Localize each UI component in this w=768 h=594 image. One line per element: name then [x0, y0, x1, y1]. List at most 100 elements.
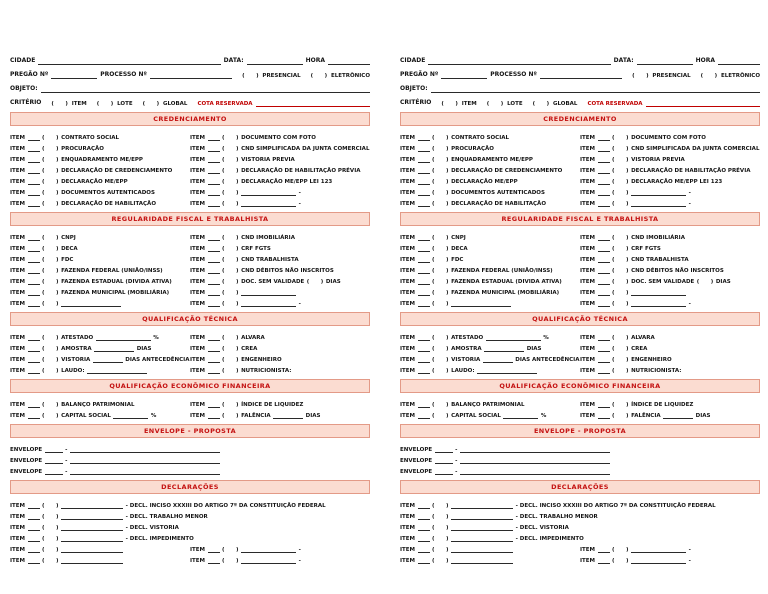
fill-line — [207, 335, 220, 341]
form-text: CONTRATO SOCIAL — [451, 134, 510, 141]
form-text: AMOSTRA — [61, 345, 92, 352]
form-text: CND IMOBILIÁRIA — [241, 234, 295, 241]
items-column-right: ITEM( ) ALVARA ITEM( ) CREA ITEM( ) ENGENHEIR… — [190, 330, 370, 374]
form-text: ITEM — [190, 367, 206, 374]
fill-line — [597, 301, 610, 307]
items-column-right: ITEM ( ) ÍNDICE DE LIQUIDEZ ITEM ( ) FALÊNCIA… — [580, 397, 760, 419]
form-text: ( ) — [612, 256, 629, 263]
form-row: ITEM ( ) DECLARAÇÃO DE CREDENCIAMENTO — [10, 163, 190, 174]
form-text: ITEM — [10, 557, 26, 564]
form-text: CRF FGTS — [631, 245, 661, 252]
form-text: - — [65, 468, 68, 475]
form-text: ITEM — [400, 300, 416, 307]
fill-line — [417, 146, 430, 152]
form-text: ( ) — [42, 513, 59, 520]
fill-line — [241, 301, 297, 307]
form-row: ITEM ( ) DOCUMENTOS AUTENTICADOS — [400, 185, 580, 196]
form-text: ITEM — [400, 256, 416, 263]
form-text: ITEM — [400, 524, 416, 531]
form-text: ( ) — [222, 267, 239, 274]
hour-label: HORA — [305, 57, 325, 65]
fill-line — [597, 335, 610, 341]
fill-line — [417, 179, 430, 185]
fill-line — [207, 146, 220, 152]
fill-line — [27, 368, 40, 374]
section-declaracoes: DECLARAÇÕES ITEM ( ) - DECL. INCISO XXXIII … — [10, 480, 370, 564]
form-text: DECLARAÇÃO DE CREDENCIAMENTO — [61, 167, 173, 174]
form-text: - — [688, 200, 691, 207]
two-column-items: ITEM ( ) ITEM ( ) ITEM ( ) - ITEM ( ) - — [10, 542, 370, 564]
fill-line — [207, 558, 220, 564]
form-text: ( ) — [432, 267, 449, 274]
form-row: ITEM ( ) CND TRABALHISTA — [580, 252, 760, 263]
form-text: ( ) — [42, 167, 59, 174]
form-text: VISTORIA PREVIA — [631, 156, 685, 163]
form-text: FAZENDA MUNICIPAL (MOBILIÁRIA) — [451, 289, 560, 296]
fill-line — [417, 235, 430, 241]
form-row: ITEM ( ) FAZENDA MUNICIPAL (MOBILIÁRIA) — [400, 285, 580, 296]
form-text: ( ) — [612, 557, 629, 564]
fill-line — [451, 503, 514, 509]
form-text: ( ) — [432, 245, 449, 252]
form-text: ITEM — [400, 156, 416, 163]
form-text: ITEM — [400, 200, 416, 207]
form-row: ITEM ( ) DECLARAÇÃO DE CREDENCIAMENTO — [400, 163, 580, 174]
form-text: ITEM — [10, 189, 26, 196]
form-text: ITEM — [400, 134, 416, 141]
fill-line — [434, 469, 453, 475]
section-title-qualificacao-tecnica: QUALIFICAÇÃO TÉCNICA — [10, 312, 370, 326]
form-text: ITEM — [190, 401, 206, 408]
form-text: FAZENDA FEDERAL (UNIÃO/INSS) — [451, 267, 553, 274]
fill-line — [27, 201, 40, 207]
section-title-qualificacao-economica: QUALIFICAÇÃO ECONÔMICO FINANCEIRA — [400, 379, 760, 393]
fill-line — [597, 290, 610, 296]
fill-line — [485, 335, 541, 341]
form-text: - DECL. VISTORIA — [515, 524, 569, 531]
form-row: ITEM ( ) — [10, 553, 190, 564]
form-text: ITEM — [400, 245, 416, 252]
fill-line — [597, 558, 610, 564]
form-row: ITEM ( ) ENGENHEIRO — [190, 352, 370, 363]
form-text: DIAS — [526, 345, 542, 352]
form-text: ( ) — [612, 367, 629, 374]
form-row: ENVELOPE - — [10, 464, 370, 475]
form-text: ( ) — [222, 356, 239, 363]
fill-line — [417, 157, 430, 163]
fill-line — [27, 279, 40, 285]
sections-container: CREDENCIAMENTO ITEM( ) CONTRATO SOCIAL ITEM… — [10, 112, 370, 564]
form-row: ITEM ( ) - DECL. IMPEDIMENTO — [10, 531, 370, 542]
fill-line — [27, 558, 40, 564]
form-text: ITEM — [10, 345, 26, 352]
form-text: ( ) — [432, 145, 449, 152]
form-text: CREA — [241, 345, 258, 352]
form-text: NUTRICIONISTA: — [631, 367, 682, 374]
form-row: ITEM ( ) - — [580, 553, 760, 564]
form-text: ITEM — [10, 334, 26, 341]
two-column-items: ITEM( ) CONTRATO SOCIAL ITEM( ) PROCURAÇÃO I… — [10, 130, 370, 207]
form-text: ( ) — [432, 356, 449, 363]
pregao-label: PREGÃO Nº — [400, 71, 439, 79]
items-column-right: ITEM ( ) - ITEM ( ) - — [580, 542, 760, 564]
form-row: ITEM ( ) - DECL. IMPEDIMENTO — [400, 531, 760, 542]
form-text: ITEM — [580, 300, 596, 307]
form-text: ( ) — [612, 156, 629, 163]
form-text: ITEM — [580, 356, 596, 363]
items-column-right: ITEM ( ) - ITEM ( ) - — [190, 542, 370, 564]
form-row: ITEM ( ) ALVARA — [580, 330, 760, 341]
form-row: ITEM ( ) DECLARAÇÃO DE HABILITAÇÃO PRÉVIA — [190, 163, 370, 174]
form-text: ( ) — [432, 367, 449, 374]
form-text: ITEM — [400, 401, 416, 408]
form-text: ITEM — [190, 256, 206, 263]
form-text: FAZENDA FEDERAL (UNIÃO/INSS) — [61, 267, 163, 274]
form-row: ITEM ( ) CND IMOBILIÁRIA — [580, 230, 760, 241]
form-text: ( ) — [42, 156, 59, 163]
form-text: CND IMOBILIÁRIA — [631, 234, 685, 241]
form-text: ( ) — [42, 502, 59, 509]
form-text: ITEM — [400, 178, 416, 185]
form-text: ( ) — [42, 334, 59, 341]
form-row: ITEM ( ) FAZENDA FEDERAL (UNIÃO/INSS) — [10, 263, 190, 274]
form-page-left: CIDADE DATA: HORA PREGÃO Nº PROCESSO Nº … — [10, 52, 370, 564]
form-text: ITEM — [10, 535, 26, 542]
fill-line — [597, 268, 610, 274]
date-label: DATA: — [613, 57, 634, 65]
